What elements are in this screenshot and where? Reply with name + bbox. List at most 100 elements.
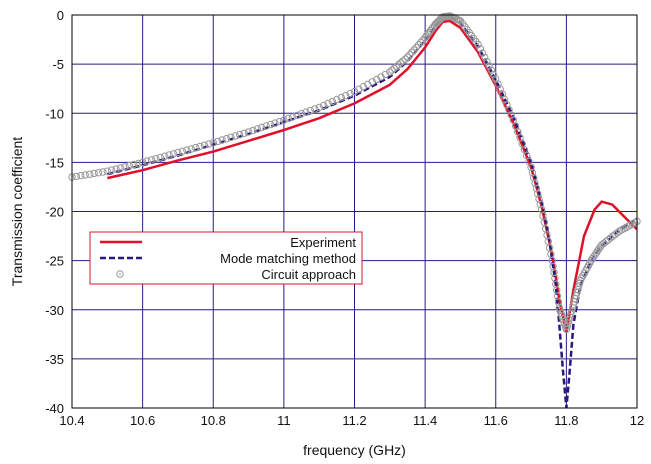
data-point <box>187 145 195 153</box>
data-point <box>297 110 306 118</box>
data-point <box>476 45 484 53</box>
data-point <box>390 64 398 73</box>
data-point <box>592 249 601 257</box>
x-tick-label: 11.2 <box>342 413 366 428</box>
x-tick-label: 11 <box>277 413 291 428</box>
y-tick-label: -5 <box>52 57 64 72</box>
data-point <box>392 62 401 71</box>
data-point <box>147 156 156 164</box>
data-point <box>602 237 610 246</box>
y-tick-label: -25 <box>45 254 64 269</box>
data-point <box>240 129 248 138</box>
legend-label: Circuit approach <box>261 267 356 282</box>
data-point <box>231 132 240 140</box>
data-point <box>130 160 138 169</box>
data-point <box>489 70 498 79</box>
data-point <box>474 40 482 49</box>
data-point <box>72 172 81 181</box>
data-point <box>403 53 412 61</box>
data-point <box>94 169 103 177</box>
x-tick-label: 11.8 <box>554 413 578 428</box>
data-point <box>156 153 165 162</box>
x-tick-label: 10.6 <box>130 413 155 428</box>
data-point <box>271 119 279 127</box>
data-point <box>227 133 235 142</box>
y-tick-label: 0 <box>57 8 64 23</box>
data-point <box>143 157 151 165</box>
data-point <box>90 169 98 178</box>
plot-series <box>68 12 641 409</box>
data-point <box>417 38 425 47</box>
data-point <box>342 91 350 100</box>
data-point <box>388 66 396 74</box>
data-point <box>319 101 328 110</box>
data-point <box>350 87 359 96</box>
x-tick-label: 11.6 <box>484 413 508 428</box>
data-point <box>289 113 297 121</box>
data-point <box>587 256 595 265</box>
data-point <box>152 155 160 163</box>
x-tick-label: 11.4 <box>413 413 437 428</box>
data-point <box>412 43 420 52</box>
data-point <box>196 142 204 151</box>
x-tick-label: 10.8 <box>201 413 226 428</box>
data-point <box>222 135 231 143</box>
data-point <box>112 165 120 173</box>
grid <box>71 14 638 409</box>
data-point <box>381 70 390 79</box>
data-point <box>483 58 491 66</box>
data-point <box>249 126 257 135</box>
data-point <box>280 116 288 124</box>
data-point <box>205 140 213 148</box>
data-point <box>174 148 182 157</box>
data-point <box>401 55 409 63</box>
y-tick-label: -10 <box>45 106 64 121</box>
data-point <box>481 53 489 62</box>
legend-marker-dot <box>119 273 121 275</box>
series-experiment-line <box>107 19 638 333</box>
data-point <box>346 89 354 98</box>
data-point <box>99 168 107 176</box>
data-point <box>536 200 544 209</box>
data-point <box>535 195 543 203</box>
data-point <box>372 75 381 84</box>
x-axis-label: frequency (GHz) <box>303 442 406 458</box>
data-point <box>169 150 178 158</box>
data-point <box>485 62 493 70</box>
data-point <box>108 166 116 174</box>
data-point <box>125 162 134 170</box>
data-point <box>161 152 169 160</box>
legend-marker-circuit <box>116 270 124 278</box>
data-point <box>315 103 323 112</box>
data-point <box>266 120 275 129</box>
data-point <box>293 111 301 120</box>
data-point <box>165 151 173 159</box>
data-point <box>394 60 403 69</box>
data-point <box>86 170 94 178</box>
y-tick-label: -15 <box>45 155 64 170</box>
data-point <box>591 251 599 259</box>
x-tick-label: 12 <box>630 413 644 428</box>
data-point <box>399 57 407 65</box>
legend-box <box>89 231 363 285</box>
series-mode-matching-line <box>106 15 638 409</box>
y-tick-label: -30 <box>45 303 64 318</box>
data-point <box>337 93 345 102</box>
data-point <box>408 48 416 56</box>
data-point <box>262 122 270 130</box>
data-point <box>284 114 292 123</box>
y-tick-label: -35 <box>45 352 64 367</box>
data-point <box>406 51 414 59</box>
data-point <box>368 78 376 86</box>
data-point <box>527 163 535 172</box>
x-tick-label: 10.4 <box>59 413 84 428</box>
y-tick-label: -20 <box>45 205 64 220</box>
data-point <box>328 97 337 106</box>
data-point <box>359 83 367 91</box>
data-point <box>487 66 495 75</box>
series-circuit-approach <box>68 12 641 334</box>
data-point <box>397 59 405 67</box>
data-point <box>138 158 147 167</box>
data-point <box>386 68 394 76</box>
